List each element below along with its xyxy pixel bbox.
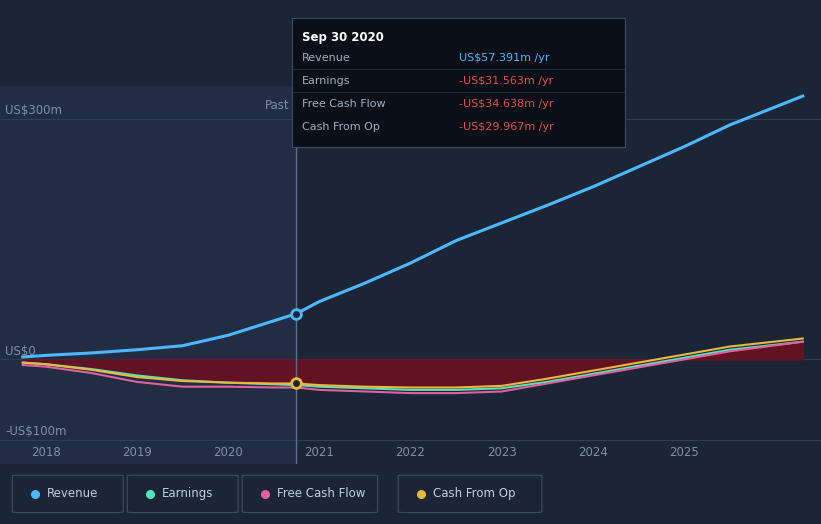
Text: 2022: 2022 [396,446,425,459]
Text: 2019: 2019 [122,446,152,459]
Text: -US$34.638m /yr: -US$34.638m /yr [459,100,553,110]
Text: -US$100m: -US$100m [6,425,67,438]
Text: Revenue: Revenue [47,487,99,500]
Text: Sep 30 2020: Sep 30 2020 [302,31,384,44]
Text: 2025: 2025 [669,446,699,459]
Text: -US$31.563m /yr: -US$31.563m /yr [459,77,553,86]
Text: 2024: 2024 [578,446,608,459]
Text: Earnings: Earnings [162,487,213,500]
Text: Free Cash Flow: Free Cash Flow [302,100,386,110]
Text: 2020: 2020 [213,446,243,459]
Text: Revenue: Revenue [302,53,351,63]
Text: 2021: 2021 [305,446,334,459]
Text: Past: Past [264,99,289,112]
Text: 2018: 2018 [30,446,61,459]
Text: 2023: 2023 [487,446,516,459]
Text: Analysts Forecasts: Analysts Forecasts [304,99,414,112]
Text: Cash From Op: Cash From Op [433,487,515,500]
Text: Cash From Op: Cash From Op [302,123,380,133]
Text: Free Cash Flow: Free Cash Flow [277,487,365,500]
Text: US$300m: US$300m [6,104,62,117]
Text: US$0: US$0 [6,345,36,358]
Bar [0,86,296,464]
Text: Earnings: Earnings [302,77,351,86]
Text: US$57.391m /yr: US$57.391m /yr [459,53,549,63]
Text: -US$29.967m /yr: -US$29.967m /yr [459,123,553,133]
